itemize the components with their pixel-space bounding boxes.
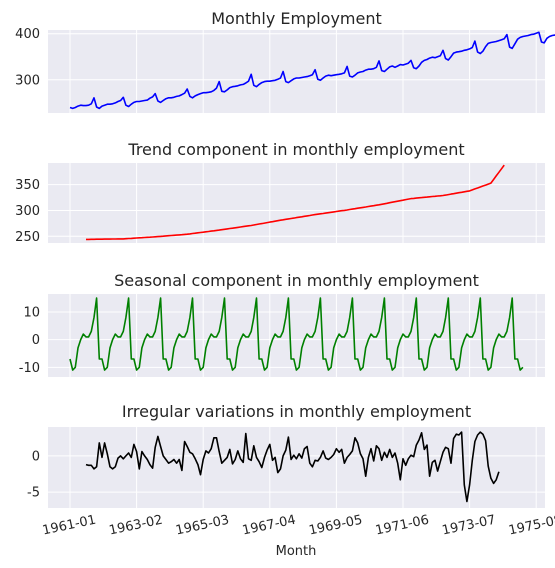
chart-title: Monthly Employment — [211, 9, 382, 28]
x-tick-label: 1969-05 — [308, 513, 364, 539]
y-tick-label: 350 — [15, 178, 40, 193]
series-line-path — [69, 31, 555, 110]
x-tick-label: 1965-03 — [174, 513, 230, 539]
panel-employment: 300 400 Monthly Employment — [15, 9, 555, 113]
panel-seasonal: 10 0 -10 Seasonal component in monthly emp… — [19, 271, 545, 377]
series-line — [69, 31, 555, 110]
x-axis-label: Month — [276, 544, 317, 559]
gridlines — [48, 163, 545, 243]
series-line-path — [85, 431, 500, 503]
gridlines — [48, 30, 545, 113]
x-tick-label: 1973-07 — [441, 513, 497, 539]
x-tick-label: 1975-08 — [507, 513, 555, 539]
chart-title: Seasonal component in monthly employment — [114, 271, 479, 290]
x-tick-label: 1963-02 — [108, 513, 164, 539]
y-tick-label: 400 — [15, 27, 40, 42]
y-tick-label: 300 — [15, 204, 40, 219]
y-tick-labels: 300 400 — [15, 27, 40, 88]
series-line — [85, 431, 500, 503]
y-tick-label: 300 — [15, 73, 40, 88]
y-tick-label: -10 — [19, 361, 40, 376]
x-tick-label: 1967-04 — [241, 513, 297, 539]
y-tick-label: -5 — [27, 486, 40, 501]
panel-trend: 250 300 350 Trend component in monthly emp… — [15, 140, 545, 245]
x-tick-label: 1961-01 — [41, 513, 97, 539]
y-tick-label: 10 — [23, 305, 40, 320]
plot-area — [48, 294, 545, 377]
y-tick-label: 0 — [32, 449, 40, 464]
plot-area — [48, 427, 545, 508]
x-tick-label: 1971-06 — [374, 513, 430, 539]
y-tick-labels: 0 -5 — [27, 449, 40, 500]
chart-title: Irregular variations in monthly employme… — [122, 402, 471, 421]
series-line — [86, 164, 505, 241]
y-tick-label: 250 — [15, 230, 40, 245]
plot-area — [48, 163, 545, 243]
chart-title: Trend component in monthly employment — [127, 140, 464, 159]
y-tick-labels: 10 0 -10 — [19, 305, 40, 375]
x-tick-labels: 1961-01 1963-02 1965-03 1967-04 1969-05 1971-… — [41, 513, 555, 539]
y-tick-label: 0 — [32, 333, 40, 348]
series-line-path — [86, 164, 505, 241]
series-line-path — [69, 297, 524, 371]
panel-irregular: 0 -5 Irregular variations in monthly empl… — [27, 402, 545, 508]
y-tick-labels: 250 300 350 — [15, 178, 40, 245]
plot-area — [48, 30, 545, 113]
series-line — [69, 297, 524, 371]
